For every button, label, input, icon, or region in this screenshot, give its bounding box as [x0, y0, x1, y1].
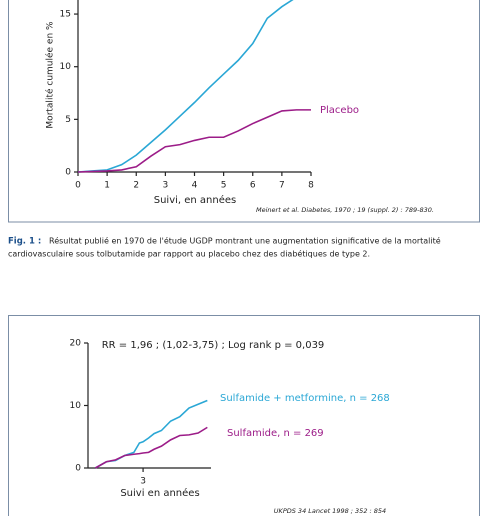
y-tick-label: 20	[70, 339, 82, 349]
x-tick-label: 3	[140, 477, 146, 487]
series-label: Sulfamide + metformine, n = 268	[220, 393, 390, 404]
figure-box	[8, 0, 480, 223]
x-axis-label: Suivi en années	[120, 487, 199, 499]
x-tick-label: 5	[221, 181, 227, 191]
source: Meinert et al. Diabetes, 1970 ; 19 (supp…	[256, 206, 434, 214]
caption-line: cardiovasculaire sous tolbutamide par ra…	[8, 249, 370, 259]
series-line	[77, 0, 294, 173]
figure-box	[8, 315, 480, 516]
y-tick-label: 10	[60, 62, 72, 72]
x-tick-label: 8	[308, 181, 314, 191]
x-tick-label: 3	[163, 181, 169, 191]
source: UKPDS 34 Lancet 1998 ; 352 : 854	[274, 507, 386, 515]
y-tick-label: 5	[65, 115, 71, 125]
series-label: Placebo	[320, 105, 359, 116]
x-tick-label: 4	[192, 181, 198, 191]
y-tick-label: 15	[60, 10, 71, 20]
chart-title: RR = 1,96 ; (1,02-3,75) ; Log rank p = 0…	[102, 340, 325, 351]
series-label: Sulfamide, n = 269	[227, 428, 324, 439]
x-tick-label: 6	[250, 181, 256, 191]
x-tick-label: 7	[279, 181, 285, 191]
x-tick-label: 0	[75, 181, 81, 191]
x-tick-label: 2	[133, 181, 139, 191]
series-line	[94, 426, 208, 469]
caption-label: Fig. 1 :	[8, 237, 41, 247]
series-line	[77, 109, 311, 173]
x-tick-label: 1	[104, 181, 110, 191]
x-axis-label: Suivi, en années	[154, 194, 237, 206]
y-axis-label: Mortalité cumulée en %	[45, 21, 56, 129]
y-tick-label: 10	[70, 401, 82, 411]
y-tick-label: 0	[65, 168, 71, 178]
caption-line: Résultat publié en 1970 de l'étude UGDP …	[49, 236, 441, 246]
y-tick-label: 0	[75, 464, 81, 474]
